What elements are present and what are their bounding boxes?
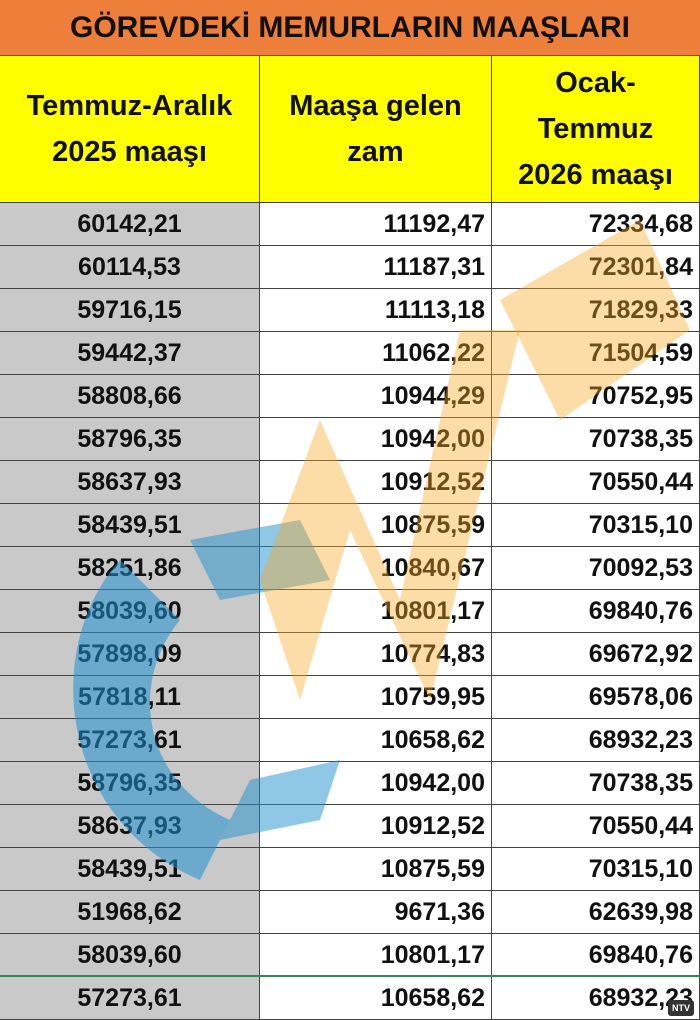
- table-cell: 10875,59: [260, 504, 492, 547]
- table-cell: 57898,09: [0, 633, 260, 676]
- table-cell: 70550,44: [492, 461, 700, 504]
- header-line: Temmuz-Aralık: [26, 90, 233, 122]
- table-cell: 69672,92: [492, 633, 700, 676]
- table-cell: 58251,86: [0, 547, 260, 590]
- table-cell: 70738,35: [492, 418, 700, 461]
- header-line: Temmuz: [537, 113, 654, 145]
- table-cell: 10840,67: [260, 547, 492, 590]
- table-cell: 57273,61: [0, 977, 260, 1020]
- table-cell: 70550,44: [492, 805, 700, 848]
- table-cell: 58637,93: [0, 805, 260, 848]
- table-cell: 62639,98: [492, 891, 700, 934]
- header-line: zam: [347, 136, 404, 168]
- table-cell: 59716,15: [0, 289, 260, 332]
- table-cell: 72334,68: [492, 203, 700, 246]
- table-cell: 58039,60: [0, 934, 260, 977]
- table-cell: 68932,23: [492, 719, 700, 762]
- table-cell: 69840,76: [492, 590, 700, 633]
- table-cell: 9671,36: [260, 891, 492, 934]
- table-cell: 70315,10: [492, 848, 700, 891]
- table-cell: 70738,35: [492, 762, 700, 805]
- table-cell: 10801,17: [260, 934, 492, 977]
- table-cell: 10944,29: [260, 375, 492, 418]
- table-cell: 58637,93: [0, 461, 260, 504]
- table-cell: 10942,00: [260, 418, 492, 461]
- table-cell: 10912,52: [260, 461, 492, 504]
- table-cell: 70752,95: [492, 375, 700, 418]
- table-cell: 11187,31: [260, 246, 492, 289]
- table-cell: 10912,52: [260, 805, 492, 848]
- table-cell: 58439,51: [0, 848, 260, 891]
- table-cell: 10759,95: [260, 676, 492, 719]
- title: GÖREVDEKİ MEMURLARIN MAAŞLARI: [0, 0, 700, 56]
- table-cell: 57273,61: [0, 719, 260, 762]
- table-cell: 10801,17: [260, 590, 492, 633]
- table-cell: 11113,18: [260, 289, 492, 332]
- column-header: Ocak- Temmuz 2026 maaşı: [492, 56, 700, 203]
- table-cell: 10658,62: [260, 977, 492, 1020]
- table-cell: 58039,60: [0, 590, 260, 633]
- table-cell: 59442,37: [0, 332, 260, 375]
- table-cell: 70315,10: [492, 504, 700, 547]
- table-cell: 10774,83: [260, 633, 492, 676]
- table-cell: 69578,06: [492, 676, 700, 719]
- table-cell: 71829,33: [492, 289, 700, 332]
- header-line: Maaşa gelen: [289, 90, 462, 122]
- header-line: 2026 maaşı: [518, 159, 673, 191]
- table-cell: 10942,00: [260, 762, 492, 805]
- table-cell: 10875,59: [260, 848, 492, 891]
- logo: NTV: [668, 1000, 694, 1016]
- table-cell: 10658,62: [260, 719, 492, 762]
- table-cell: 58439,51: [0, 504, 260, 547]
- table-cell: 58796,35: [0, 762, 260, 805]
- table-cell: 72301,84: [492, 246, 700, 289]
- table-cell: 58808,66: [0, 375, 260, 418]
- table-cell: 11062,22: [260, 332, 492, 375]
- table-cell: 70092,53: [492, 547, 700, 590]
- table-cell: 60142,21: [0, 203, 260, 246]
- table-cell: 51968,62: [0, 891, 260, 934]
- column-header: Maaşa gelen zam: [260, 56, 492, 203]
- table-cell: 57818,11: [0, 676, 260, 719]
- header-line: 2025 maaşı: [52, 136, 207, 168]
- table-cell: 69840,76: [492, 934, 700, 977]
- table-cell: 71504,59: [492, 332, 700, 375]
- column-header: Temmuz-Aralık 2025 maaşı: [0, 56, 260, 203]
- header-line: Ocak-: [555, 67, 636, 99]
- table-cell: 58796,35: [0, 418, 260, 461]
- table-cell: 60114,53: [0, 246, 260, 289]
- table-cell: 11192,47: [260, 203, 492, 246]
